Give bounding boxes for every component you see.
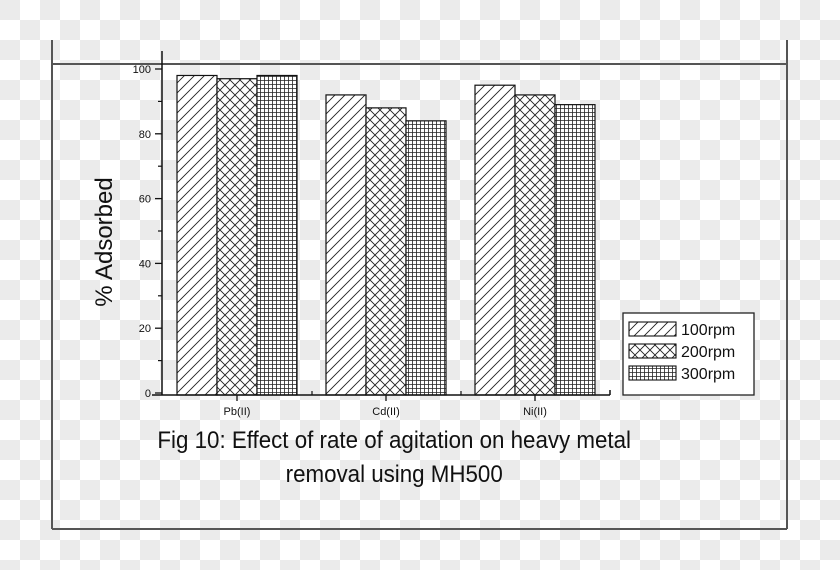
x-tick-label: Ni(II) <box>523 406 547 418</box>
bar-200rpm-Cd(II) <box>365 107 407 396</box>
legend-label: 200rpm <box>681 344 735 361</box>
bar-100rpm-Pb(II) <box>176 74 218 396</box>
y-tick-label: 40 <box>139 258 151 270</box>
bar-300rpm-Cd(II) <box>405 120 447 396</box>
figure-caption: Fig 10: Effect of rate of agitation on h… <box>87 424 701 492</box>
legend: 100rpm 200rpm 300rpm <box>622 312 755 396</box>
y-tick-label: 60 <box>139 194 151 206</box>
caption-line-1: Fig 10: Effect of rate of agitation on h… <box>157 427 631 454</box>
y-tick-label: 80 <box>139 129 151 141</box>
legend-label: 100rpm <box>681 322 735 339</box>
bar-100rpm-Ni(II) <box>474 84 516 396</box>
bar-200rpm-Pb(II) <box>216 78 258 396</box>
x-tick-label: Pb(II) <box>224 406 251 418</box>
axes <box>152 51 611 396</box>
bar-series <box>176 74 596 396</box>
y-axis-label: % Adsorbed <box>91 177 118 306</box>
y-tick-label: 20 <box>139 323 151 335</box>
legend-label: 300rpm <box>681 366 735 383</box>
x-tick-label: Cd(II) <box>372 406 400 418</box>
x-axis-ticks: Pb(II) Cd(II) Ni(II) <box>224 391 547 418</box>
legend-swatch <box>628 343 677 359</box>
bar-100rpm-Cd(II) <box>325 94 367 396</box>
y-tick-label: 0 <box>145 388 151 400</box>
y-axis-ticks: 0 20 40 60 80 100 <box>133 64 162 400</box>
legend-swatch <box>628 321 677 337</box>
bar-300rpm-Pb(II) <box>256 74 298 396</box>
legend-swatch <box>628 365 677 381</box>
caption-line-2: removal using MH500 <box>285 461 503 488</box>
bar-300rpm-Ni(II) <box>554 104 596 396</box>
bar-200rpm-Ni(II) <box>514 94 556 396</box>
figure-frame <box>51 40 788 530</box>
y-tick-label: 100 <box>133 64 151 76</box>
